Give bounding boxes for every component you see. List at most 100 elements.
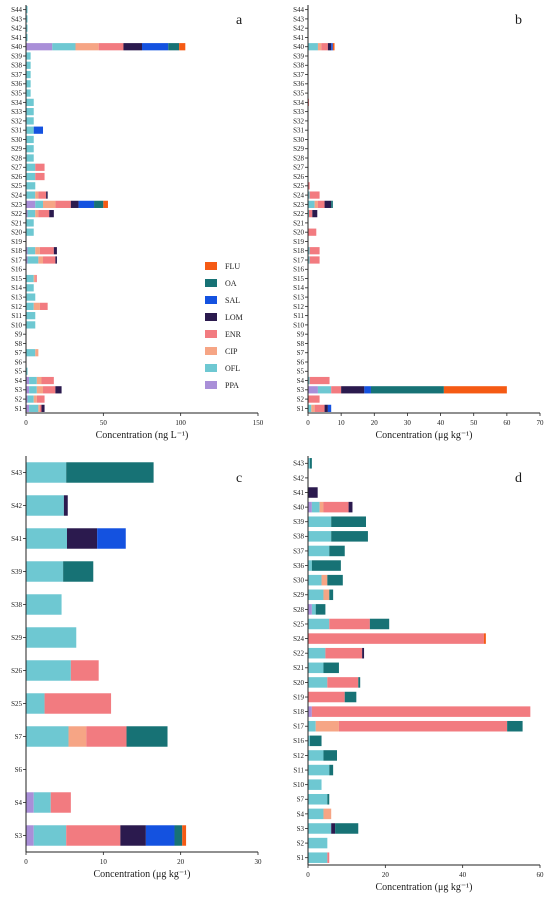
bar-S3-SAL (364, 386, 371, 394)
xtick-label: 60 (503, 419, 511, 427)
bar-S24-OFL (26, 191, 36, 199)
bar-S26-OFL (26, 172, 36, 181)
bar-S41-LOM (308, 487, 318, 498)
ytick-label-S38: S38 (11, 601, 22, 609)
bar-S1-LOM (324, 404, 328, 412)
ytick-label-S16: S16 (293, 737, 304, 745)
bar-S3-ENR (66, 825, 121, 846)
ytick-label-S5: S5 (15, 368, 23, 376)
ytick-label-S42: S42 (11, 502, 22, 510)
ytick-label-S11: S11 (293, 312, 304, 320)
bar-S35-OFL (26, 89, 31, 97)
bar-S3-SAL (145, 825, 175, 846)
legend-swatch-LOM (205, 313, 217, 321)
bar-S22-LOM (312, 210, 318, 218)
bar-S1-CIP (311, 404, 315, 412)
ytick-label-S7: S7 (15, 349, 23, 357)
ytick-label-S22: S22 (293, 650, 304, 658)
bar-S40-CIP (317, 43, 322, 51)
ytick-label-S18: S18 (293, 247, 304, 255)
ytick-label-S3: S3 (297, 825, 305, 833)
bar-S23-LOM (70, 200, 79, 208)
bar-S25-ENR (44, 693, 112, 714)
bar-S31-OFL (26, 126, 34, 134)
bar-S17-ENR (338, 720, 508, 732)
ytick-label-S34: S34 (11, 99, 22, 107)
ytick-label-S19: S19 (293, 238, 304, 246)
ytick-label-S12: S12 (293, 752, 304, 760)
ytick-label-S14: S14 (11, 284, 22, 292)
bar-S26-ENR (70, 660, 99, 681)
xtick-label: 50 (100, 419, 108, 427)
ytick-label-S20: S20 (293, 229, 304, 237)
bar-S41-OFL (26, 33, 28, 42)
xtick-label: 20 (371, 419, 379, 427)
ytick-label-S6: S6 (15, 358, 23, 366)
bar-S12-OFL (308, 750, 324, 761)
bar-S40-ENR (323, 501, 349, 513)
bar-S1-ENR (327, 852, 330, 863)
ytick-label-S18: S18 (293, 708, 304, 716)
ytick-label-S17: S17 (293, 256, 304, 264)
ytick-label-S24: S24 (293, 635, 304, 643)
legend-swatch-OFL (205, 364, 217, 372)
bar-S39-OA (331, 516, 366, 527)
bar-S24-CIP (35, 191, 39, 199)
ytick-label-S29: S29 (11, 634, 22, 642)
bar-S22-LOM (362, 647, 365, 659)
ytick-label-S25: S25 (293, 182, 304, 190)
bar-S1-SAL (327, 404, 332, 412)
ytick-label-S7: S7 (15, 733, 23, 741)
ytick-label-S8: S8 (297, 340, 305, 348)
ytick-label-S31: S31 (293, 127, 304, 135)
bar-S23-ENR (55, 200, 71, 208)
bar-S23-SAL (78, 200, 95, 208)
bar-S1-PPA (26, 404, 30, 412)
ytick-label-S30: S30 (11, 136, 22, 144)
bar-S4-PPA (26, 376, 30, 385)
bar-S3-ENR (331, 386, 342, 394)
ytick-label-S28: S28 (11, 154, 22, 162)
bar-S3-PPA (26, 386, 30, 394)
bar-S40-OFL (311, 501, 320, 513)
bar-S23-ENR (317, 200, 325, 208)
bar-S2-OFL (308, 837, 328, 849)
bar-S34-OFL (26, 98, 34, 106)
bar-S28-OFL (311, 604, 316, 615)
panel-label-d: d (515, 471, 522, 486)
bar-S3-OA (370, 386, 444, 394)
xtick-label: 10 (338, 419, 346, 427)
bar-S4-OFL (33, 792, 51, 813)
ytick-label-S4: S4 (15, 799, 23, 807)
bar-S7-OA (126, 726, 168, 747)
ytick-label-S31: S31 (11, 127, 22, 135)
ytick-label-S40: S40 (11, 43, 22, 51)
ytick-label-S19: S19 (11, 238, 22, 246)
bar-S2-ENR (36, 395, 45, 403)
bar-S25-OFL (26, 693, 45, 714)
bar-S11-OA (329, 764, 334, 776)
ytick-label-S32: S32 (11, 117, 22, 125)
bar-S30-OFL (308, 574, 322, 586)
xtick-label: 70 (537, 419, 545, 427)
bar-S3-CIP (36, 386, 44, 394)
bar-S29-OA (329, 589, 334, 601)
ytick-label-S25: S25 (11, 182, 22, 190)
ytick-label-S36: S36 (293, 562, 304, 570)
bar-S27-ENR (35, 163, 45, 171)
bar-S40-LOM (327, 43, 332, 51)
bar-S21-OFL (26, 219, 34, 227)
xtick-label: 150 (253, 419, 264, 427)
bar-S22-ENR (38, 210, 50, 218)
bar-S7-OFL (26, 349, 36, 357)
bar-S38-OFL (308, 531, 332, 542)
bar-S22-ENR (308, 210, 313, 218)
ytick-label-S15: S15 (11, 275, 22, 283)
bar-S15-CIP (33, 274, 36, 283)
bar-S24-LOM (46, 191, 48, 199)
ytick-label-S17: S17 (11, 256, 22, 264)
bar-S41-OFL (26, 528, 67, 549)
ytick-label-S20: S20 (11, 229, 22, 237)
ytick-label-S29: S29 (293, 591, 304, 599)
